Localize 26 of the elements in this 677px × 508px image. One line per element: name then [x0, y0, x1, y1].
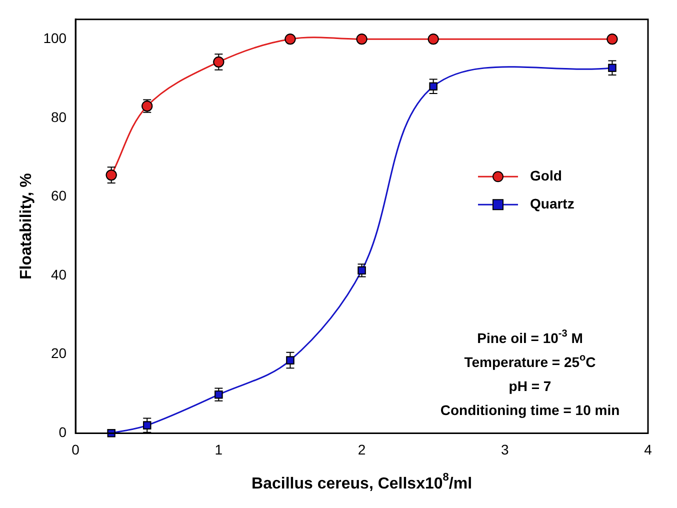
y-tick-label: 0: [58, 424, 67, 440]
x-tick-label: 2: [358, 441, 366, 458]
y-tick-label: 40: [50, 266, 67, 282]
annotation: pH = 7: [508, 378, 552, 394]
point: [213, 56, 224, 68]
x-tick-label: 1: [214, 441, 223, 458]
point: [286, 356, 294, 364]
point: [143, 421, 152, 430]
y-tick-label: 20: [50, 345, 67, 362]
x-tick-label: 0: [72, 441, 80, 458]
legend-label: Gold: [530, 168, 562, 184]
annotation: Conditioning time = 10 min: [440, 402, 620, 418]
x-tick-label: 4: [644, 441, 652, 458]
point: [356, 34, 368, 45]
y-axis-title: Floatability, %: [18, 173, 36, 280]
point: [606, 34, 618, 45]
point: [106, 170, 117, 181]
y-tick-label: 80: [50, 108, 67, 125]
point: [429, 82, 438, 90]
point: [428, 34, 439, 45]
point: [608, 64, 616, 72]
y-tick-label: 100: [43, 30, 67, 46]
y-tick-label: 60: [50, 188, 67, 204]
legend-label: Quartz: [530, 196, 574, 212]
point: [284, 34, 296, 45]
x-tick-label: 3: [500, 441, 509, 458]
